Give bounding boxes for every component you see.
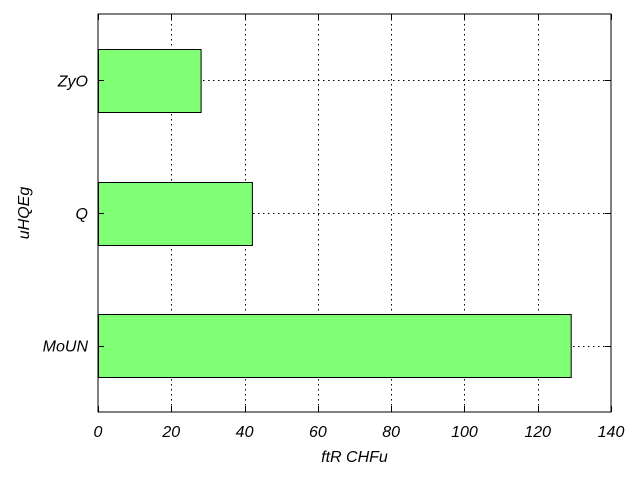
x-tick-label: 120 [524,424,551,441]
bar-q [98,182,253,246]
y-tick-label: MoUN [43,339,89,356]
x-axis-ticks: 0 20 40 60 80 100 120 140 [94,14,625,441]
y-axis-label: uHQEg [16,187,33,240]
x-tick-label: 80 [382,424,400,441]
x-tick-label: 20 [161,424,180,441]
bar-moun [98,314,572,378]
y-tick-label: Q [76,206,88,223]
x-tick-label: 100 [451,424,478,441]
x-tick-label: 0 [94,424,103,441]
x-axis-label: ftR CHFu [321,449,388,466]
x-tick-label: 140 [598,424,625,441]
x-tick-label: 40 [236,424,254,441]
y-tick-label: ZyO [57,73,88,90]
x-tick-label: 60 [309,424,327,441]
bars [98,49,572,378]
y-axis-ticks: ZyO Q MoUN [43,73,611,356]
bar-zyo [98,49,202,113]
